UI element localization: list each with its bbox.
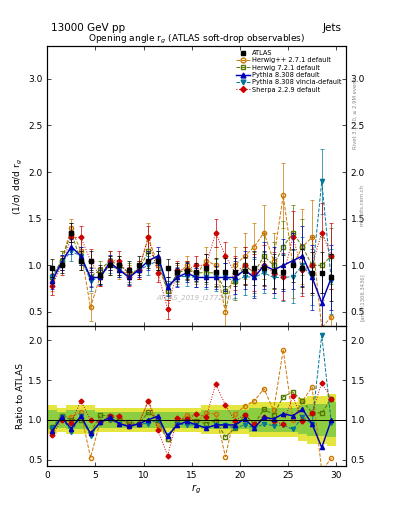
Text: Jets: Jets	[323, 23, 342, 33]
Text: Rivet 3.1.10, ≥ 2.9M events: Rivet 3.1.10, ≥ 2.9M events	[353, 76, 358, 150]
Y-axis label: (1/σ) dσ/d r$_g$: (1/σ) dσ/d r$_g$	[12, 158, 25, 215]
Title: Opening angle r$_g$ (ATLAS soft-drop observables): Opening angle r$_g$ (ATLAS soft-drop obs…	[88, 33, 305, 46]
Text: ATLAS_2019_I1772062: ATLAS_2019_I1772062	[156, 294, 237, 302]
X-axis label: r$_g$: r$_g$	[191, 482, 202, 496]
Text: mcplots.cern.ch: mcplots.cern.ch	[360, 184, 365, 226]
Legend: ATLAS, Herwig++ 2.7.1 default, Herwig 7.2.1 default, Pythia 8.308 default, Pythi: ATLAS, Herwig++ 2.7.1 default, Herwig 7.…	[235, 50, 343, 93]
Text: 13000 GeV pp: 13000 GeV pp	[51, 23, 125, 33]
Text: [arXiv:1306.3436]: [arXiv:1306.3436]	[360, 273, 365, 321]
Y-axis label: Ratio to ATLAS: Ratio to ATLAS	[16, 363, 25, 429]
